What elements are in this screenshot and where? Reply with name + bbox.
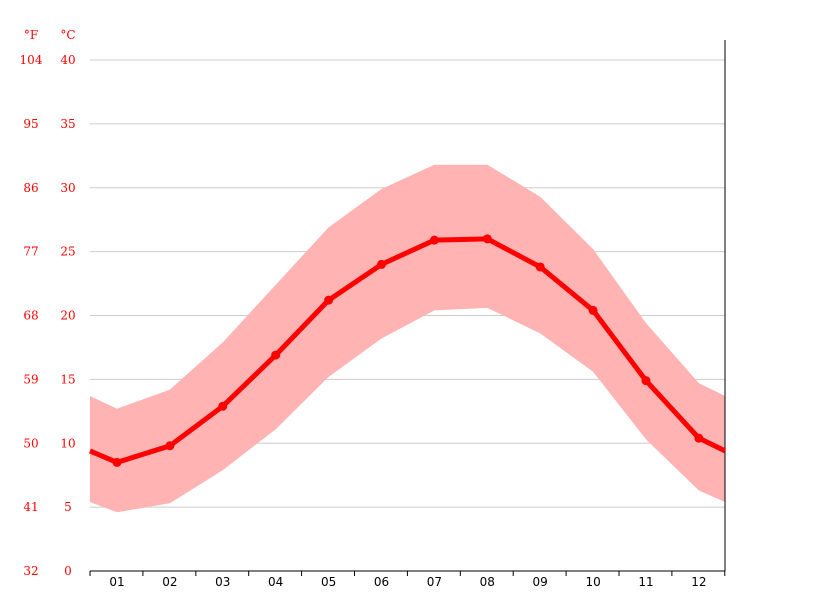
mean-temperature-point — [482, 234, 492, 244]
mean-temperature-point — [271, 350, 281, 360]
x-tick-label: 04 — [268, 575, 283, 589]
y-tick-label-fahrenheit: 41 — [23, 500, 38, 514]
y-tick-label-fahrenheit: 95 — [23, 117, 38, 131]
y-tick-label-celsius: 40 — [60, 53, 75, 67]
data-points — [112, 234, 704, 467]
axis-layer — [89, 40, 726, 576]
y-tick-label-celsius: 35 — [60, 117, 75, 131]
mean-temperature-line — [89, 236, 727, 465]
x-tick-label: 07 — [427, 575, 442, 589]
y-tick-label-celsius: 30 — [60, 181, 75, 195]
y-tick-label-fahrenheit: 68 — [23, 309, 38, 323]
mean-temperature-point — [694, 433, 704, 443]
mean-temperature-point — [324, 295, 334, 305]
y-tick-label-fahrenheit: 77 — [23, 245, 38, 259]
x-tick-label: 01 — [109, 575, 124, 589]
mean-temperature-point — [535, 262, 545, 272]
y-tick-label-fahrenheit: 50 — [23, 436, 38, 450]
y-tick-label-fahrenheit: 86 — [23, 181, 38, 195]
mean-temperature-point — [641, 376, 651, 386]
y-tick-label-celsius: 5 — [64, 500, 72, 514]
y-tick-label-fahrenheit: 32 — [23, 564, 38, 578]
tick-labels: 32 0 41 5 50 10 59 15 68 20 77 25 86 30 95 35 104 40 °F °C 0… — [20, 28, 707, 589]
y-tick-label-celsius: 10 — [60, 436, 75, 450]
y-tick-label-celsius: 15 — [60, 372, 75, 386]
x-tick-label: 08 — [480, 575, 495, 589]
mean-temperature-point — [377, 259, 386, 269]
temperature-range-band — [90, 164, 725, 513]
x-tick-label: 06 — [374, 575, 389, 589]
x-tick-label: 12 — [691, 575, 706, 589]
mean-temperature-point — [429, 235, 439, 245]
x-tick-label: 10 — [585, 575, 600, 589]
x-tick-label: 03 — [215, 575, 230, 589]
y-tick-label-fahrenheit: 104 — [20, 53, 43, 67]
celsius-unit-label: °C — [60, 28, 75, 42]
y-tick-label-fahrenheit: 59 — [23, 372, 38, 386]
fahrenheit-unit-label: °F — [24, 28, 38, 42]
x-tick-label: 11 — [638, 575, 653, 589]
mean-temperature-point — [218, 401, 228, 411]
mean-temperature-point — [165, 441, 175, 451]
mean-temperature-point — [112, 457, 122, 467]
x-tick-label: 09 — [533, 575, 548, 589]
x-tick-label: 02 — [162, 575, 177, 589]
mean-temperature-point — [588, 305, 598, 315]
y-tick-label-celsius: 25 — [60, 245, 75, 259]
y-tick-label-celsius: 0 — [64, 564, 72, 578]
y-tick-label-celsius: 20 — [60, 309, 75, 323]
x-tick-label: 05 — [321, 575, 336, 589]
